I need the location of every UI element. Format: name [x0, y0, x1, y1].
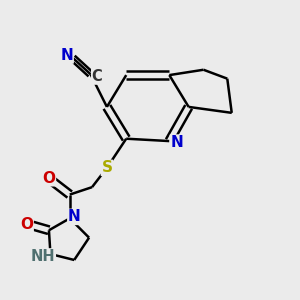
Text: N: N [68, 209, 81, 224]
Text: NH: NH [31, 249, 55, 264]
Text: O: O [20, 217, 33, 232]
Text: C: C [92, 69, 103, 84]
Text: N: N [60, 48, 73, 63]
Text: O: O [42, 171, 56, 186]
Text: N: N [170, 135, 183, 150]
Text: S: S [101, 160, 112, 175]
